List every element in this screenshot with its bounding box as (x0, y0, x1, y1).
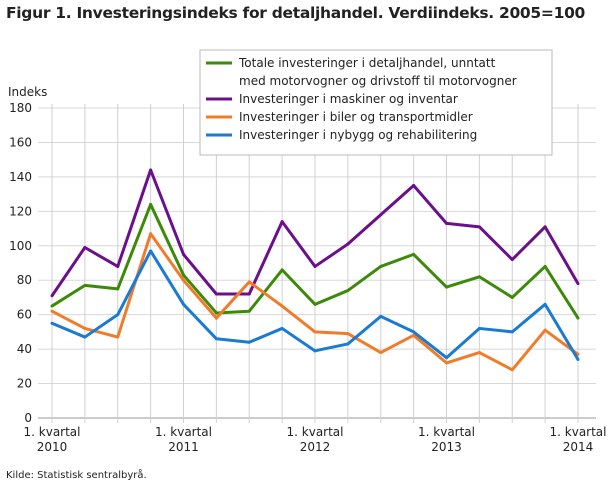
data-point (576, 316, 580, 320)
legend-label: Investeringer i maskiner og inventar (239, 92, 458, 106)
data-point (280, 326, 284, 330)
y-tick-label: 0 (24, 411, 32, 425)
data-point (379, 213, 383, 217)
data-point (214, 292, 218, 296)
data-point (83, 335, 87, 339)
y-tick-label: 80 (17, 273, 32, 287)
data-point (346, 342, 350, 346)
x-tick-label: 2010 (37, 440, 68, 454)
data-point (510, 295, 514, 299)
data-point (214, 337, 218, 341)
data-point (149, 232, 153, 236)
data-point (543, 302, 547, 306)
data-point (247, 309, 251, 313)
data-point (50, 304, 54, 308)
data-point (543, 264, 547, 268)
y-tick-label: 160 (9, 135, 32, 149)
data-point (576, 282, 580, 286)
x-tick-label: 1. kvartal (550, 425, 607, 439)
data-point (182, 273, 185, 277)
data-point (280, 220, 284, 224)
data-point (379, 314, 383, 318)
data-point (247, 280, 251, 284)
data-point (379, 351, 383, 355)
y-tick-label: 140 (9, 170, 32, 184)
data-point (116, 287, 120, 291)
data-point (247, 340, 251, 344)
data-point (477, 275, 481, 279)
data-point (445, 221, 448, 225)
data-point (50, 294, 54, 298)
data-point (182, 252, 185, 256)
legend-label: Investeringer i nybygg og rehabilitering (239, 128, 477, 142)
legend-box (199, 49, 553, 156)
data-point (313, 330, 317, 334)
data-point (543, 328, 547, 332)
data-point (510, 368, 514, 372)
chart-title: Figur 1. Investeringsindeks for detaljha… (6, 4, 586, 22)
y-tick-label: 100 (9, 239, 32, 253)
data-point (116, 264, 120, 268)
data-point (412, 333, 416, 337)
data-point (280, 268, 284, 272)
data-point (83, 246, 87, 249)
data-point (510, 258, 514, 262)
data-point (182, 302, 185, 306)
data-point (445, 356, 448, 360)
data-point (280, 304, 284, 308)
data-point (477, 326, 481, 330)
data-point (313, 349, 317, 353)
data-point (313, 264, 317, 268)
data-point (379, 264, 383, 268)
data-point (346, 289, 350, 293)
y-axis-label: Indeks (8, 85, 47, 99)
data-point (346, 332, 350, 336)
data-point (149, 249, 153, 253)
data-point (50, 309, 54, 313)
y-tick-label: 120 (9, 204, 32, 218)
y-tick-label: 60 (17, 308, 32, 322)
x-tick-label: 2011 (168, 440, 199, 454)
data-point (214, 316, 218, 320)
data-point (50, 321, 54, 325)
data-point (313, 302, 317, 306)
data-point (116, 335, 120, 339)
x-tick-label: 2013 (431, 440, 462, 454)
x-tick-label: 2012 (300, 440, 331, 454)
data-point (247, 292, 251, 296)
data-point (576, 352, 580, 356)
data-point (182, 278, 185, 282)
data-point (116, 313, 120, 317)
x-tick-label: 1. kvartal (155, 425, 212, 439)
data-point (543, 225, 547, 229)
legend-label: med motorvogner og drivstoff til motorvo… (239, 74, 517, 88)
data-point (412, 184, 416, 187)
data-point (214, 311, 218, 315)
data-point (477, 225, 481, 229)
data-point (412, 252, 416, 256)
y-tick-label: 20 (17, 377, 32, 391)
legend-label: Investeringer i biler og transportmidler (239, 110, 473, 124)
data-point (576, 357, 580, 361)
data-point (149, 168, 153, 172)
source-note: Kilde: Statistisk sentralbyrå. (6, 470, 147, 481)
data-point (149, 202, 153, 206)
x-tick-label: 1. kvartal (418, 425, 475, 439)
data-point (445, 361, 448, 365)
y-tick-label: 180 (9, 101, 32, 115)
x-tick-label: 2014 (563, 440, 594, 454)
data-point (83, 326, 87, 330)
x-tick-label: 1. kvartal (287, 425, 344, 439)
data-point (83, 283, 87, 287)
data-point (412, 330, 416, 334)
data-point (510, 330, 514, 334)
x-tick-label: 1. kvartal (24, 425, 81, 439)
y-tick-label: 40 (17, 342, 32, 356)
legend-label: Totale investeringer i detaljhandel, unn… (238, 56, 496, 70)
data-point (445, 285, 448, 289)
data-point (477, 351, 481, 355)
data-point (346, 242, 350, 246)
